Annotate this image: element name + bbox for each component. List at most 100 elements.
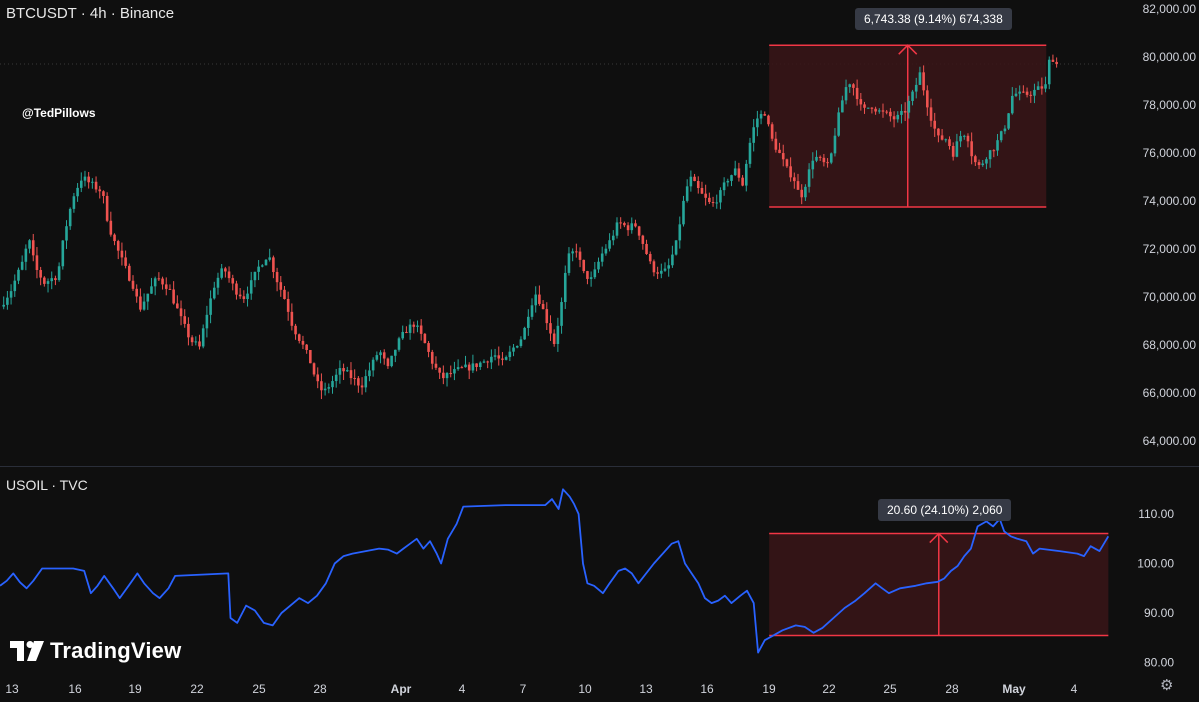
btc-candle-body <box>394 349 397 356</box>
btc-candle-body <box>327 387 331 389</box>
btc-candle-body <box>1055 61 1058 65</box>
btc-candle-body <box>79 180 83 188</box>
btc-candle-body <box>937 128 940 136</box>
btc-candle-body <box>408 324 412 333</box>
btc-candle-body <box>264 259 268 266</box>
oil-symbol-title[interactable]: USOIL · TVC <box>6 477 88 493</box>
btc-candle-body <box>530 305 534 317</box>
btc-candle-body <box>131 280 135 289</box>
btc-candle-body <box>900 110 903 115</box>
btc-candle-body <box>907 100 911 113</box>
btc-y-tick-label: 72,000.00 <box>1143 242 1197 256</box>
btc-candle-body <box>914 84 918 92</box>
btc-candle-body <box>194 341 198 343</box>
btc-candle-body <box>124 257 127 266</box>
btc-candle-body <box>722 182 726 191</box>
btc-candle-body <box>272 257 275 273</box>
btc-candle-body <box>105 195 109 221</box>
x-tick-label: 16 <box>68 682 82 696</box>
btc-candle-body <box>863 104 866 108</box>
oil-y-tick-label: 100.00 <box>1137 557 1174 571</box>
btc-candle-body <box>996 140 999 151</box>
x-tick-label: 25 <box>252 682 266 696</box>
btc-candle-body <box>615 222 619 236</box>
btc-candle-body <box>682 200 685 225</box>
btc-candle-body <box>6 297 9 305</box>
oil-y-tick-label: 80.00 <box>1144 656 1174 670</box>
btc-candle-body <box>512 347 515 352</box>
btc-candle-body <box>209 298 212 315</box>
btc-candle-body <box>988 150 992 160</box>
oil-measure-label: 20.60 (24.10%) 2,060 <box>878 499 1012 521</box>
btc-candle-body <box>227 271 231 279</box>
btc-candle-body <box>445 373 449 379</box>
btc-candle-body <box>678 224 682 241</box>
btc-candle-body <box>419 325 423 334</box>
btc-candle-body <box>885 111 888 113</box>
btc-candle-body <box>545 309 549 324</box>
btc-candle-body <box>2 304 5 307</box>
btc-candle-body <box>586 271 589 279</box>
tradingview-logo[interactable]: TradingView <box>10 638 181 664</box>
btc-candle-body <box>501 358 504 360</box>
btc-candle-body <box>290 311 294 326</box>
btc-candle-body <box>704 193 707 198</box>
btc-candle-body <box>741 177 744 186</box>
btc-candle-body <box>811 160 815 170</box>
btc-candle-body <box>216 277 220 288</box>
tradingview-logo-icon <box>10 641 44 661</box>
btc-candle-body <box>353 378 356 380</box>
btc-candle-body <box>168 288 172 290</box>
btc-candle-body <box>593 269 597 278</box>
btc-candle-body <box>841 100 844 113</box>
btc-candle-body <box>497 355 501 359</box>
btc-candle-body <box>20 261 24 270</box>
btc-candle-body <box>460 367 464 369</box>
btc-candle-body <box>453 369 456 374</box>
btc-candle-body <box>534 294 538 306</box>
btc-candle-body <box>357 378 360 386</box>
x-tick-label: 16 <box>700 682 714 696</box>
x-tick-label: 10 <box>578 682 592 696</box>
btc-candle-body <box>102 191 105 196</box>
symbol-title[interactable]: BTCUSDT · 4h · Binance <box>6 5 175 22</box>
btc-candle-body <box>135 288 138 297</box>
btc-candle-body <box>275 272 279 283</box>
btc-candle-body <box>719 190 722 203</box>
x-tick-label: 13 <box>639 682 653 696</box>
btc-candle-body <box>386 358 390 367</box>
btc-candle-body <box>1022 91 1025 93</box>
btc-candle-body <box>456 367 460 370</box>
btc-candle-body <box>974 156 977 163</box>
btc-candle-body <box>183 316 187 324</box>
btc-candle-body <box>600 253 604 262</box>
btc-candle-body <box>785 159 789 167</box>
btc-candle-body <box>560 302 563 326</box>
btc-candle-body <box>881 110 885 112</box>
btc-candle-body <box>54 278 57 280</box>
btc-candle-body <box>150 286 153 294</box>
btc-candle-body <box>985 159 988 164</box>
btc-candle-body <box>31 240 35 256</box>
btc-candle-body <box>98 189 102 192</box>
btc-candle-body <box>549 323 552 334</box>
btc-candle-body <box>220 268 223 278</box>
btc-candle-body <box>13 280 17 292</box>
btc-candle-body <box>770 124 774 139</box>
btc-candle-body <box>959 136 962 142</box>
btc-candle-body <box>619 222 622 224</box>
btc-candle-body <box>604 248 608 254</box>
btc-candle-body <box>748 142 752 164</box>
btc-candle-body <box>430 351 434 364</box>
btc-candle-body <box>364 376 368 388</box>
btc-candle-body <box>24 248 28 262</box>
btc-candle-body <box>1044 84 1047 89</box>
gear-icon[interactable]: ⚙ <box>1160 677 1174 694</box>
btc-candle-body <box>977 162 981 166</box>
btc-candle-body <box>382 352 386 359</box>
btc-candle-body <box>46 281 50 284</box>
btc-candle-body <box>35 255 39 271</box>
btc-candle-body <box>120 250 124 258</box>
btc-candle-body <box>726 180 730 183</box>
